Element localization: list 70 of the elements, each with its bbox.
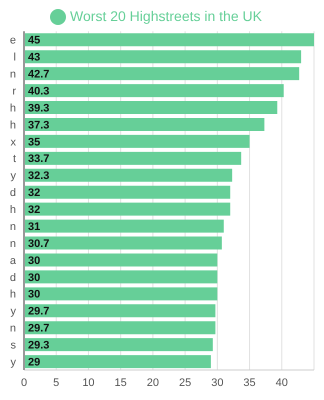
y-tick-label: h	[10, 119, 16, 132]
bar	[24, 287, 218, 300]
x-tick-label: 25	[178, 376, 192, 389]
y-tick-label: n	[10, 238, 16, 250]
x-tick-label: 5	[53, 376, 60, 389]
y-tick-label: h	[10, 288, 16, 301]
y-tick-label: n	[10, 68, 16, 81]
y-tick-label: d	[10, 272, 16, 284]
data-label: 31	[28, 220, 40, 233]
bar	[24, 186, 230, 199]
data-label: 30	[28, 272, 40, 284]
legend-label: Worst 20 Highstreets in the UK	[70, 8, 262, 24]
data-label: 29.7	[28, 322, 50, 335]
y-tick-label: h	[10, 102, 16, 114]
data-label: 35	[28, 136, 40, 148]
data-label: 30.7	[28, 238, 50, 250]
y-tick-label: r	[12, 85, 16, 98]
data-label: 29.7	[28, 306, 50, 318]
bar	[24, 33, 314, 46]
bar	[24, 168, 232, 182]
y-tick-label: n	[10, 322, 16, 335]
data-label: 29	[28, 356, 40, 368]
x-tick-label: 40	[276, 376, 288, 389]
y-tick-label: d	[10, 187, 16, 200]
x-tick-label: 20	[146, 376, 160, 389]
x-tick-label: 10	[82, 376, 95, 389]
y-tick-label: y	[10, 306, 16, 318]
data-label: 43	[28, 52, 40, 64]
x-tick-label: 15	[114, 376, 127, 389]
data-label: 42.7	[28, 68, 50, 81]
bar	[24, 270, 218, 284]
x-tick-label: 35	[243, 376, 256, 389]
data-label: 32	[28, 187, 40, 200]
bar	[24, 304, 216, 318]
data-label: 39.3	[28, 102, 50, 114]
y-tick-label: y	[10, 170, 16, 182]
data-label: 29.3	[28, 340, 50, 352]
bar	[24, 236, 222, 250]
bar	[24, 84, 284, 98]
bar	[24, 101, 278, 114]
data-label: 37.3	[28, 119, 50, 132]
y-tick-label: s	[10, 340, 16, 352]
bar	[24, 202, 230, 216]
data-label: 33.7	[28, 153, 50, 166]
bar	[24, 253, 218, 266]
y-tick-label: n	[10, 220, 16, 233]
data-label: 45	[28, 34, 40, 47]
data-label: 30	[28, 288, 40, 301]
bar	[24, 134, 250, 148]
y-tick-label: t	[12, 153, 16, 166]
y-tick-label: h	[10, 204, 16, 216]
bar	[24, 67, 300, 80]
bar	[24, 118, 264, 131]
data-label: 40.3	[28, 86, 50, 98]
y-tick-label: e	[10, 34, 16, 47]
x-tick-label: 0	[20, 376, 28, 389]
bar	[24, 50, 302, 64]
x-tick-label: 30	[211, 376, 224, 389]
bar	[24, 152, 242, 165]
bar	[24, 220, 224, 233]
bar	[24, 338, 213, 352]
data-label: 30	[28, 254, 40, 267]
data-label: 32.3	[28, 170, 50, 182]
y-tick-label: a	[10, 254, 17, 267]
y-tick-label: l	[14, 52, 16, 64]
data-label: 32	[28, 204, 40, 216]
y-tick-label: x	[10, 136, 16, 148]
bar	[24, 321, 216, 334]
y-tick-label: y	[10, 356, 16, 368]
bar	[24, 355, 211, 368]
